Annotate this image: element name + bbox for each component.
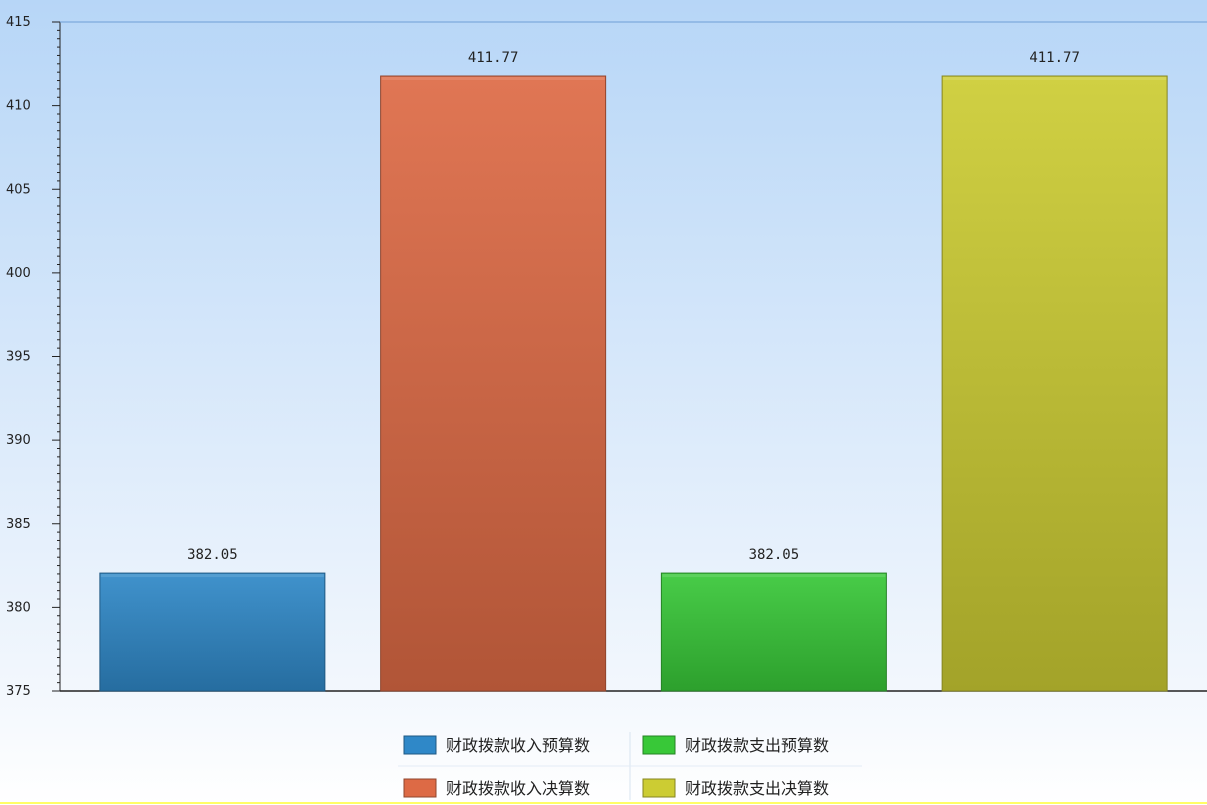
y-tick-label: 390 (6, 433, 31, 448)
legend-swatch (403, 735, 437, 755)
y-tick-label: 380 (6, 600, 31, 615)
data-label-2: 411.77 (468, 50, 519, 66)
legend-item-4: 财政拨款支出决算数 (642, 778, 829, 798)
bar-1 (99, 572, 326, 692)
legend-label: 财政拨款收入决算数 (446, 779, 590, 798)
bar-4 (941, 75, 1168, 692)
y-tick-label: 415 (6, 15, 31, 30)
bar-2 (380, 75, 607, 692)
legend-item-2: 财政拨款支出预算数 (642, 735, 829, 755)
bar-highlight (100, 574, 324, 578)
legend-swatch (642, 735, 676, 755)
y-tick-label: 410 (6, 99, 31, 114)
legend-label: 财政拨款支出决算数 (685, 779, 829, 798)
y-tick-label: 395 (6, 350, 31, 365)
data-label-1: 382.05 (187, 547, 238, 563)
legend-item-1: 财政拨款收入预算数 (403, 735, 590, 755)
legend-swatch (403, 778, 437, 798)
y-tick-label: 400 (6, 266, 31, 281)
data-label-4: 411.77 (1029, 50, 1080, 66)
y-tick-label: 375 (6, 684, 31, 699)
bar-highlight (943, 77, 1167, 81)
y-tick-label: 405 (6, 182, 31, 197)
legend-label: 财政拨款收入预算数 (446, 736, 590, 755)
legend-label: 财政拨款支出预算数 (685, 736, 829, 755)
bar-highlight (662, 574, 886, 578)
data-label-3: 382.05 (749, 547, 800, 563)
legend-swatch (642, 778, 676, 798)
bar-highlight (381, 77, 605, 81)
bar-3 (660, 572, 887, 692)
y-tick-label: 385 (6, 517, 31, 532)
legend-item-3: 财政拨款收入决算数 (403, 778, 590, 798)
